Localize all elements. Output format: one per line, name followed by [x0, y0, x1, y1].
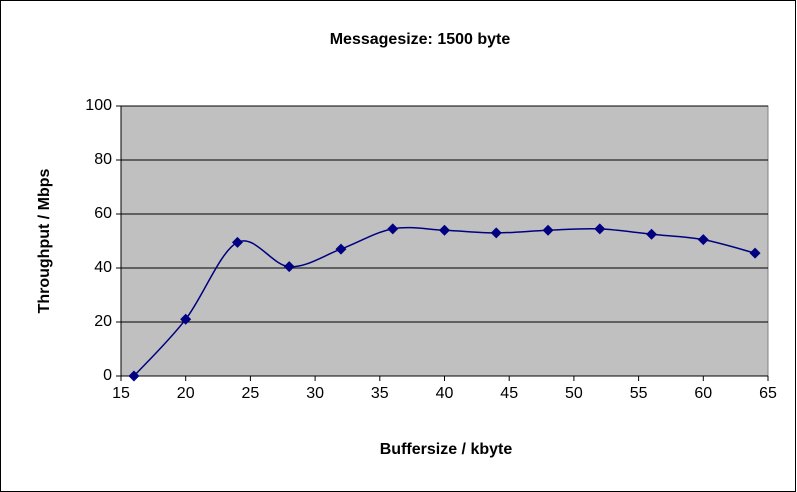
x-tick-label: 20 [177, 385, 195, 402]
y-tick-label: 80 [94, 151, 112, 168]
x-tick-label: 45 [500, 385, 518, 402]
x-tick-label: 60 [694, 385, 712, 402]
data-point [335, 243, 347, 255]
x-tick-label: 35 [371, 385, 389, 402]
data-point [231, 236, 243, 248]
x-tick-label: 65 [759, 385, 777, 402]
data-point [749, 247, 761, 259]
data-point [542, 224, 554, 236]
data-point [439, 224, 450, 236]
data-point [180, 313, 192, 325]
x-tick-label: 40 [436, 385, 454, 402]
x-tick-label: 55 [630, 385, 648, 402]
y-axis-label: Throughput / Mbps [36, 168, 53, 313]
y-tick-label: 60 [94, 205, 112, 222]
x-tick-label: 15 [112, 385, 130, 402]
x-tick-label: 50 [565, 385, 583, 402]
data-point [646, 228, 658, 240]
x-tick-label: 25 [242, 385, 260, 402]
data-point [128, 370, 140, 382]
chart-title: Messagesize: 1500 byte [330, 31, 511, 48]
data-point [387, 223, 399, 235]
y-tick-label: 0 [103, 367, 112, 384]
data-point [283, 261, 295, 273]
data-point [697, 234, 709, 246]
data-point [490, 227, 502, 239]
data-point [594, 223, 606, 235]
y-tick-label: 20 [94, 313, 112, 330]
y-tick-label: 100 [85, 97, 112, 114]
x-tick-label: 30 [306, 385, 324, 402]
plot-area [120, 105, 769, 377]
y-tick-label: 40 [94, 259, 112, 276]
x-axis-label: Buffersize / kbyte [380, 441, 513, 458]
